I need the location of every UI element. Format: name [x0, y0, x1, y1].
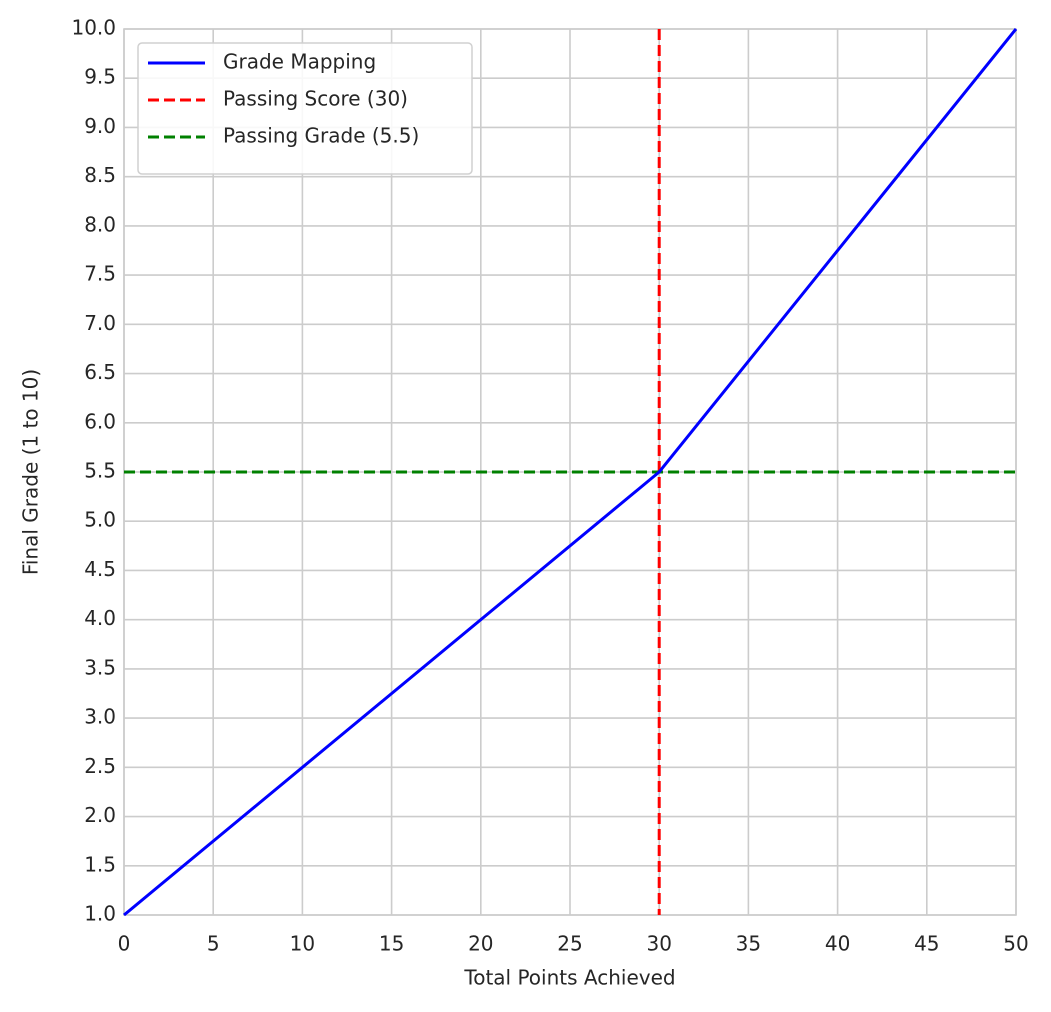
x-tick-label: 45 — [914, 932, 939, 956]
y-axis-label: Final Grade (1 to 10) — [19, 369, 43, 575]
legend-label: Passing Score (30) — [223, 87, 408, 111]
data-line — [123, 28, 1018, 917]
x-tick-label: 15 — [379, 932, 404, 956]
x-tick-label: 25 — [557, 932, 582, 956]
y-tick-label: 6.5 — [84, 360, 116, 384]
x-tick-label: 30 — [646, 932, 671, 956]
legend-label: Grade Mapping — [223, 50, 376, 74]
y-tick-label: 5.5 — [84, 459, 116, 483]
y-tick-label: 9.0 — [84, 114, 116, 138]
legend-box — [137, 42, 473, 175]
y-tick-label: 7.0 — [84, 311, 116, 335]
legend-label: Passing Grade (5.5) — [223, 124, 419, 148]
y-tick-label: 8.0 — [84, 212, 116, 236]
y-tick-label: 2.5 — [84, 754, 116, 778]
y-tick-label: 1.5 — [84, 852, 116, 876]
legend: Grade Mapping Passing Score (30) Passing G… — [137, 42, 473, 175]
x-tick-label: 35 — [736, 932, 761, 956]
y-tick-label: 3.5 — [84, 655, 116, 679]
y-tick-label: 7.5 — [84, 262, 116, 286]
y-tick-label: 4.0 — [84, 606, 116, 630]
x-axis-label: Total Points Achieved — [463, 966, 675, 990]
x-tick-label: 40 — [825, 932, 850, 956]
y-tick-label: 9.5 — [84, 65, 116, 89]
y-tick-label: 4.5 — [84, 557, 116, 581]
y-tick-label: 2.0 — [84, 803, 116, 827]
x-tick-label: 5 — [207, 932, 220, 956]
y-tick-label: 8.5 — [84, 163, 116, 187]
y-tick-label: 5.0 — [84, 508, 116, 532]
x-tick-label: 10 — [290, 932, 315, 956]
y-tick-label: 1.0 — [84, 902, 116, 926]
y-tick-label: 10.0 — [71, 16, 116, 40]
y-tick-label: 3.0 — [84, 705, 116, 729]
x-tick-label: 20 — [468, 932, 493, 956]
y-tick-label: 6.0 — [84, 409, 116, 433]
x-tick-label: 50 — [1003, 932, 1028, 956]
x-tick-label: 0 — [118, 932, 131, 956]
